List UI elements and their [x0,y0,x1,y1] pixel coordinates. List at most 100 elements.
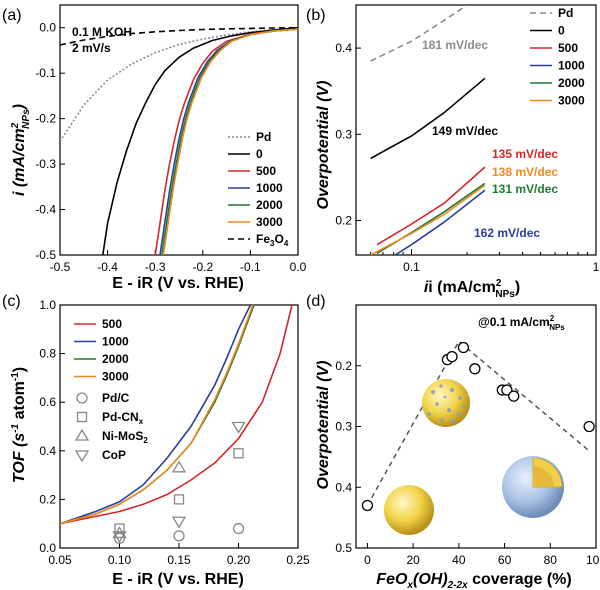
panel-d: (d) Overpotential (V) FeOx(OH)2-2x cover… [306,293,600,590]
panel-a-xtick-label: -0.5 [50,260,71,274]
legend-label-2000: 2000 [102,352,129,366]
panel-c-xtick-label: 0.25 [286,553,310,567]
legend-marker-cop [74,450,90,463]
slope-2000-label: 131 mV/dec [492,182,558,196]
panel-c-xtick-label: 0.15 [167,553,191,567]
panel-d-xtick-label: 100 [586,553,600,567]
marker-ni-mos2 [171,460,187,473]
panel-a-xtick-label: -0.4 [97,260,118,274]
panel-d-xlabel: FeOx(OH)2-2x coverage (%) [376,571,571,590]
series-line-pd [370,5,468,62]
panel-c-xlabel: E - iR (V vs. RHE) [112,571,244,588]
legend-label-3000: 3000 [256,215,283,229]
panel-d-ytick-label: 0.4 [335,480,352,494]
panel-c-xtick-label: 0.20 [227,553,251,567]
panel-a-ytick-label: -0.1 [35,66,56,80]
svg-text:FeOx(OH)2-2x coverage (%): FeOx(OH)2-2x coverage (%) [376,571,571,590]
panel-d-ytick-label: 0.2 [335,359,352,373]
legend-label-2000: 2000 [256,198,283,212]
panel-a-label: (a) [2,7,22,24]
legend-label-0: 0 [558,24,565,38]
annotation-koh: 0.1 M KOH [72,25,132,39]
panel-b-legend: Pd 0 500 1000 2000 3000 [530,6,585,108]
data-point [583,420,595,433]
series-line-1000 [393,189,486,255]
legend-marker-ni-mos2 [74,428,90,441]
panel-b-xtick-label: 1 [593,260,600,274]
legend-label-pd-c: Pd/C [102,391,130,405]
svg-text:i (mA/cm2NPs): i (mA/cm2NPs) [10,104,32,196]
slope-500-label: 135 mV/dec [492,147,558,161]
series-line-2000 [60,305,255,525]
legend-label-3000: 3000 [102,370,129,384]
panel-d-xtick-label: 80 [544,553,558,567]
panel-c-ytick-label: 1.0 [39,298,56,312]
panel-b-plot: 0.1 1 0.2 0.3 0.4 [335,4,600,274]
marker-cop [112,531,127,544]
panel-b-ylabel: Overpotential (V) [315,81,332,210]
series-line-fe3o4 [60,26,298,46]
svg-text:TOF (s-1 atom-1): TOF (s-1 atom-1) [10,367,28,483]
panel-d-label: (d) [306,293,326,310]
legend-label-1000: 1000 [102,335,129,349]
panel-a: (a) i (mA/cm2NPs) E - iR (V vs. RHE) 0.1… [2,4,307,292]
panel-b-xtick-label: 0.1 [403,260,420,274]
slope-1000-label: 162 mV/dec [474,226,540,240]
panel-d-plot: 0 20 40 60 80 100 0.2 0.3 0.4 0.5 [335,304,600,567]
panel-d-xtick-label: 40 [452,553,466,567]
legend-label-ni-mos2: Ni-MoS2 [102,429,148,445]
legend-label-1000: 1000 [558,59,585,73]
legend-label-3000: 3000 [558,94,585,108]
panel-c-legend: 500 1000 2000 3000 Pd/C Pd-CNx Ni-MoS2 CoP [74,317,148,463]
panel-b: (b) Overpotential (V) ii (mA/cm2 NPs) 0.1… [306,4,600,300]
panel-d-ylabel: Overpotential (V) [315,361,332,490]
marker-pd-cnx [114,523,125,534]
legend-label-500: 500 [102,317,122,331]
legend-label-500: 500 [256,164,276,178]
annotation-scan-rate: 2 mV/s [72,41,111,55]
panel-c-plot: 0.05 0.10 0.15 0.20 0.25 0.0 0.2 0.4 0.6 0.8 1.0 [39,298,310,567]
marker-pd-cnx [233,448,244,459]
panel-a-xtick-label: -0.1 [240,260,261,274]
bare-particle-illustration [384,485,434,535]
panel-a-xtick-label: -0.3 [145,260,166,274]
panel-c-ytick-label: 0.6 [39,395,56,409]
marker-cop [171,516,187,529]
series-line-0 [370,77,486,160]
panel-b-ytick-label: 0.2 [335,214,352,228]
panel-a-ytick-label: -0.3 [35,157,56,171]
legend-label-pd: Pd [558,6,573,20]
legend-label-cop: CoP [102,448,126,462]
panel-a-xtick-label: 0.0 [290,260,307,274]
slope-0-label: 149 mV/dec [432,124,498,138]
panel-d-xtick-label: 20 [406,553,420,567]
annotation-condition: @0.1 mA/cm2 NPs [478,314,565,332]
panel-d-xtick-label: 0 [364,553,371,567]
panel-a-ytick-label: -0.2 [35,112,56,126]
panel-a-xlabel: E - iR (V vs. RHE) [112,275,244,292]
panel-c-ytick-label: 0.8 [39,347,56,361]
marker-pd-cnx [173,494,185,505]
marker-cop [231,421,246,434]
data-point [361,499,374,512]
series-line-3000 [60,305,254,525]
series-line-0 [102,26,298,255]
panel-b-ytick-label: 0.4 [335,41,352,55]
panel-a-ylabel: i (mA/cm2NPs) [10,104,32,196]
legend-label-pd: Pd [256,130,271,144]
series-line-500 [376,166,486,246]
series-line-500 [60,305,293,525]
panel-a-legend: Pd 0 500 1000 2000 3000 Fe3O4 [228,130,289,248]
legend-label-500: 500 [558,41,578,55]
panel-c-ytick-label: 0.2 [39,492,56,506]
full-coverage-particle-illustration [502,456,564,518]
panel-c-xtick-label: 0.10 [108,553,132,567]
trend-line [366,340,590,506]
panel-c: (c) TOF (s-1 atom-1) E - iR (V vs. RHE) … [2,293,310,588]
panel-d-xtick-label: 60 [498,553,512,567]
panel-a-frame [59,4,299,256]
slope-3000-label: 138 mV/dec [492,165,558,179]
svg-text:@0.1 mA/cm2NPs: @0.1 mA/cm2 NPs [478,314,565,332]
legend-label-pd-cnx: Pd-CNx [102,410,144,426]
series-line-1000 [60,305,252,525]
